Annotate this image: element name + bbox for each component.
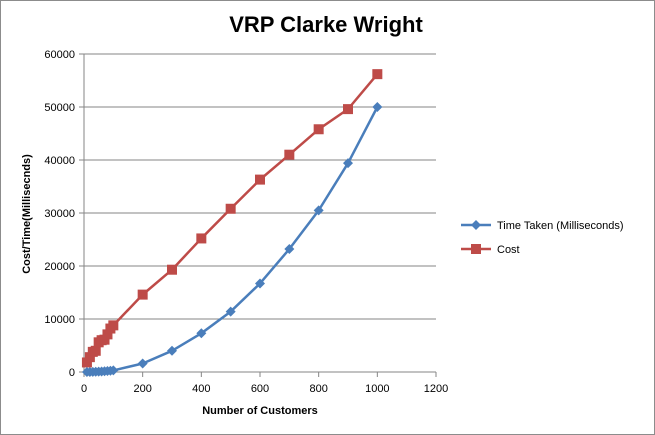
y-tick-label: 20000 xyxy=(44,261,75,273)
chart-title: VRP Clarke Wright xyxy=(229,12,423,37)
data-point xyxy=(102,329,113,340)
y-tick-label: 0 xyxy=(69,367,75,379)
x-axis-title: Number of Customers xyxy=(202,405,318,417)
data-point xyxy=(284,149,295,160)
data-point xyxy=(313,205,324,216)
data-point xyxy=(255,174,265,185)
data-point xyxy=(313,124,324,135)
data-point xyxy=(167,264,177,275)
legend-item: Cost xyxy=(461,244,520,256)
data-point xyxy=(84,352,95,363)
series-time-taken xyxy=(81,102,383,377)
x-tick-label: 1000 xyxy=(365,383,389,395)
x-tick-label: 1200 xyxy=(424,383,448,395)
data-point xyxy=(284,244,295,255)
x-tick-label: 200 xyxy=(133,383,151,395)
y-tick-label: 40000 xyxy=(44,155,75,167)
legend-marker xyxy=(471,244,481,254)
y-tick-label: 30000 xyxy=(44,208,75,220)
data-point xyxy=(137,358,148,369)
data-point xyxy=(99,334,110,345)
x-tick-label: 600 xyxy=(251,383,269,395)
data-point xyxy=(108,320,119,331)
series xyxy=(81,69,383,377)
data-point xyxy=(343,158,353,169)
y-axis-title: Cost/Time(Millisecnds) xyxy=(21,154,33,274)
data-point xyxy=(137,289,148,300)
axes xyxy=(79,53,437,377)
data-point xyxy=(108,365,119,376)
data-point xyxy=(372,102,383,112)
data-point xyxy=(196,233,207,244)
legend: Time Taken (Milliseconds) Cost xyxy=(461,220,624,256)
data-point xyxy=(225,203,236,214)
legend-label: Time Taken (Milliseconds) xyxy=(497,220,624,232)
y-tick-label: 50000 xyxy=(44,102,75,114)
data-point xyxy=(167,345,177,356)
legend-item: Time Taken (Milliseconds) xyxy=(461,220,624,232)
y-tick-label: 60000 xyxy=(44,49,75,61)
legend-label: Cost xyxy=(497,244,520,256)
gridlines xyxy=(84,53,436,320)
y-tick-label: 10000 xyxy=(44,314,75,326)
x-tick-label: 400 xyxy=(192,383,210,395)
x-tick-label: 800 xyxy=(309,383,327,395)
data-point xyxy=(225,306,236,317)
series-cost xyxy=(81,69,383,368)
data-point xyxy=(196,328,207,339)
y-tick-labels: 0 10000 20000 30000 40000 50000 60000 xyxy=(44,49,75,379)
data-point xyxy=(81,357,92,368)
data-point xyxy=(372,69,383,80)
data-point xyxy=(255,278,265,289)
legend-marker xyxy=(471,220,481,230)
data-point xyxy=(90,345,101,356)
data-point xyxy=(343,104,353,115)
x-tick-label: 0 xyxy=(81,383,87,395)
series-line xyxy=(86,106,379,374)
x-tick-labels: 0 200 400 600 800 1000 1200 xyxy=(81,383,448,395)
